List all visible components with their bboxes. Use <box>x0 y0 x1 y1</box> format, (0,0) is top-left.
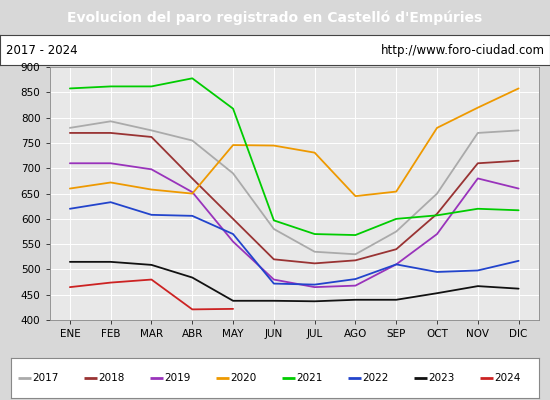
Text: 2022: 2022 <box>362 373 388 383</box>
Text: http://www.foro-ciudad.com: http://www.foro-ciudad.com <box>381 44 544 57</box>
Text: 2023: 2023 <box>428 373 454 383</box>
Text: Evolucion del paro registrado en Castelló d'Empúries: Evolucion del paro registrado en Castell… <box>67 10 483 25</box>
Text: 2018: 2018 <box>98 373 124 383</box>
Text: 2024: 2024 <box>494 373 520 383</box>
Text: 2019: 2019 <box>164 373 190 383</box>
Text: 2021: 2021 <box>296 373 322 383</box>
Text: 2017 - 2024: 2017 - 2024 <box>6 44 77 57</box>
Text: 2017: 2017 <box>32 373 58 383</box>
Text: 2020: 2020 <box>230 373 256 383</box>
